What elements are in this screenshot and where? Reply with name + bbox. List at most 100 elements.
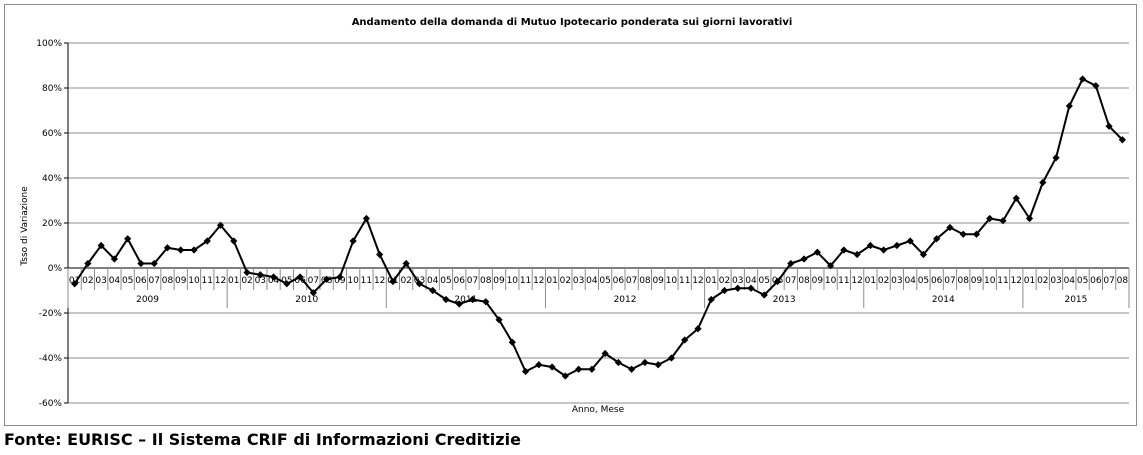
month-tick-label: 12 — [374, 276, 385, 286]
month-tick-label: 08 — [162, 276, 174, 286]
data-point — [1039, 178, 1047, 187]
data-point — [163, 244, 172, 252]
month-tick-label: 10 — [188, 276, 200, 286]
data-point — [813, 248, 821, 256]
data-point — [1078, 75, 1087, 83]
year-tick-label: 2009 — [136, 295, 159, 305]
month-tick-label: 10 — [347, 276, 359, 286]
month-tick-label: 07 — [944, 276, 955, 286]
month-tick-label: 11 — [679, 276, 690, 286]
data-point — [110, 255, 119, 263]
month-tick-label: 03 — [732, 276, 743, 286]
month-tick-label: 05 — [122, 276, 133, 286]
data-point — [508, 338, 516, 346]
month-tick-label: 02 — [1037, 276, 1048, 286]
month-tick-label: 05 — [599, 276, 610, 286]
month-tick-label: 07 — [467, 276, 478, 286]
data-point — [972, 230, 981, 238]
data-point — [535, 361, 543, 369]
data-point — [521, 367, 530, 376]
data-point — [71, 280, 79, 288]
month-tick-label: 01 — [228, 276, 239, 286]
data-point — [336, 273, 344, 281]
month-tick-label: 06 — [1090, 276, 1102, 286]
data-point — [773, 277, 782, 286]
month-tick-label: 05 — [918, 276, 929, 286]
line-layer — [73, 78, 1124, 377]
data-point — [654, 361, 662, 369]
month-tick-label: 09 — [493, 276, 505, 286]
data-point — [1052, 154, 1060, 162]
x-axis-label: Anno, Mese — [572, 405, 625, 415]
month-tick-label: 05 — [1077, 276, 1088, 286]
month-tick-label: 01 — [706, 276, 717, 286]
data-point — [150, 259, 158, 268]
data-point — [243, 268, 251, 277]
month-tick-label: 04 — [109, 276, 121, 286]
data-point — [429, 286, 437, 295]
data-point — [734, 284, 742, 292]
data-point — [216, 221, 225, 229]
data-point — [482, 298, 490, 306]
month-tick-label: 07 — [626, 276, 637, 286]
month-tick-label: 12 — [533, 276, 544, 286]
month-tick-label: 01 — [1024, 276, 1035, 286]
month-tick-label: 02 — [82, 276, 93, 286]
month-tick-label: 09 — [812, 276, 824, 286]
month-tick-label: 09 — [971, 276, 983, 286]
data-point — [986, 214, 994, 223]
data-point — [906, 237, 914, 245]
year-tick-label: 2013 — [773, 295, 796, 305]
data-point — [840, 246, 848, 254]
data-point — [548, 363, 556, 371]
data-point — [376, 250, 384, 259]
month-tick-label: 06 — [294, 276, 306, 286]
month-tick-label: 04 — [745, 276, 757, 286]
data-point — [495, 316, 503, 324]
month-tick-label: 11 — [520, 276, 531, 286]
month-tick-label: 08 — [798, 276, 810, 286]
month-tick-label: 02 — [241, 276, 252, 286]
month-tick-label: 07 — [308, 276, 319, 286]
data-point — [283, 280, 291, 288]
data-point — [137, 259, 145, 268]
month-tick-label: 12 — [1011, 276, 1022, 286]
data-point — [720, 286, 729, 295]
month-tick-label: 02 — [719, 276, 730, 286]
year-tick-label: 2014 — [932, 295, 955, 305]
month-tick-label: 05 — [759, 276, 770, 286]
month-tick-label: 12 — [215, 276, 226, 286]
data-point — [84, 259, 92, 268]
data-point — [747, 284, 755, 292]
y-tick-label: -20% — [39, 309, 63, 319]
data-point — [588, 365, 596, 373]
data-point — [561, 372, 569, 380]
source-note: Fonte: EURISC – Il Sistema CRIF di Infor… — [4, 430, 521, 449]
chart-frame: Andamento della domanda di Mutuo Ipoteca… — [4, 4, 1137, 426]
month-tick-label: 11 — [997, 276, 1008, 286]
year-tick-label: 2010 — [295, 295, 318, 305]
data-point — [1105, 122, 1113, 130]
month-tick-label: 03 — [95, 276, 106, 286]
data-point — [442, 295, 450, 304]
data-point — [203, 237, 211, 245]
month-tick-label: 03 — [573, 276, 584, 286]
data-point — [323, 275, 331, 283]
month-tick-label: 09 — [175, 276, 187, 286]
month-tick-label: 04 — [904, 276, 916, 286]
data-point — [667, 354, 676, 362]
year-tick-label: 2011 — [454, 295, 477, 305]
month-tick-label: 07 — [148, 276, 159, 286]
data-point — [880, 246, 888, 254]
data-point — [628, 365, 636, 373]
data-point — [296, 273, 304, 281]
month-tick-label: 10 — [666, 276, 678, 286]
data-point — [866, 241, 874, 250]
data-point — [601, 349, 609, 358]
month-tick-label: 12 — [851, 276, 862, 286]
month-tick-label: 09 — [652, 276, 664, 286]
month-tick-label: 11 — [838, 276, 849, 286]
y-tick-label: 60% — [42, 129, 62, 139]
grid-layer — [68, 42, 1129, 404]
month-tick-label: 08 — [1117, 276, 1129, 286]
